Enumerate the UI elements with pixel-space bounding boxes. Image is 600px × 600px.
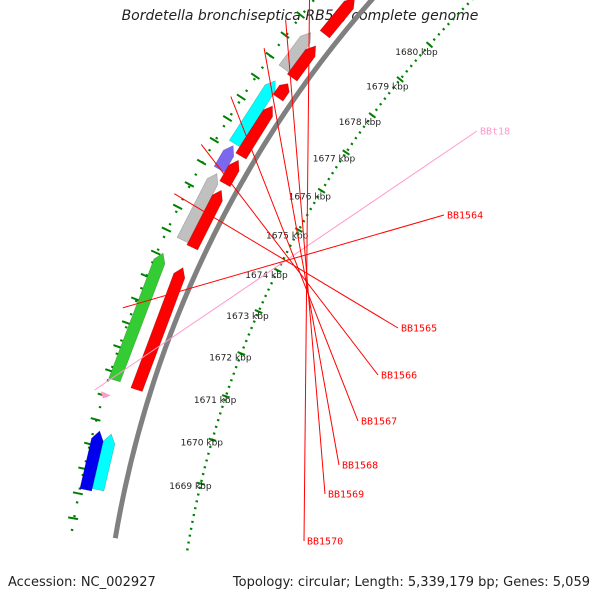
minor-tick-mark	[295, 11, 306, 19]
minor-tick-mark	[72, 491, 83, 496]
gene-label-line	[303, 0, 310, 542]
kbp-tick-mark	[254, 309, 263, 315]
gene-feature	[272, 83, 290, 102]
kbp-tick-mark	[273, 267, 282, 274]
gene-feature	[79, 430, 104, 492]
gene-feature	[130, 267, 186, 392]
minor-tick-mark	[250, 72, 260, 80]
genome-backbone	[112, 0, 375, 539]
gene-label: BB1565	[401, 324, 437, 335]
gene-feature	[213, 145, 235, 173]
gene-feature	[186, 189, 223, 251]
gene-label-line	[122, 214, 445, 309]
gene-label-line	[200, 144, 379, 376]
minor-tick-mark	[280, 31, 290, 39]
gene-label: BB1568	[342, 461, 378, 472]
gene-feature	[278, 32, 312, 73]
kbp-tick-label: 1675 kbp	[266, 231, 309, 241]
minor-tick-mark	[161, 226, 172, 233]
trna-marker	[100, 391, 111, 399]
kbp-tick-label: 1672 kbp	[209, 354, 252, 364]
inner-dotted-ring	[70, 0, 316, 532]
minor-tick-mark	[236, 93, 246, 101]
minor-tick-mark	[184, 181, 195, 188]
kbp-tick-label: 1677 kbp	[313, 155, 356, 165]
kbp-tick-mark	[317, 187, 326, 194]
kbp-tick-mark	[221, 394, 231, 399]
minor-tick-mark	[90, 417, 101, 422]
minor-tick-mark	[222, 115, 233, 123]
minor-tick-mark	[209, 136, 220, 144]
gene-label: BB1570	[307, 537, 343, 548]
kbp-tick-mark	[208, 437, 217, 442]
gene-label: BB1569	[328, 490, 364, 501]
gene-label-line	[230, 96, 359, 422]
kbp-tick-mark	[425, 41, 434, 49]
gene-label-line	[174, 193, 399, 329]
minor-tick-mark	[196, 158, 207, 166]
gene-label-line	[285, 19, 326, 495]
kbp-tick-label: 1669 kbp	[169, 482, 212, 492]
genome-summary: Topology: circular; Length: 5,339,179 bp…	[232, 575, 590, 590]
kbp-tick-mark	[196, 481, 205, 486]
kbp-tick-mark	[342, 149, 350, 156]
kbp-tick-label: 1670 kbp	[181, 439, 224, 449]
gene-feature	[235, 105, 273, 160]
kbp-tick-label: 1674 kbp	[245, 271, 288, 281]
scale-dotted-circle	[186, 0, 474, 551]
gene-label: BB1567	[361, 417, 397, 428]
gene-label: BB1566	[381, 371, 417, 382]
kbp-tick-label: 1676 kbp	[289, 193, 332, 203]
minor-tick-mark	[265, 51, 275, 60]
kbp-tick-label: 1679 kbp	[366, 82, 409, 92]
minor-tick-mark	[172, 203, 183, 210]
kbp-tick-label: 1678 kbp	[339, 118, 382, 128]
kbp-tick-label: 1680 kbp	[395, 48, 438, 58]
minor-tick-mark	[67, 516, 79, 521]
gene-label: BB1564	[447, 211, 483, 222]
map-title: Bordetella bronchiseptica RB50, complete…	[121, 8, 479, 24]
accession-text: Accession: NC_002927	[8, 575, 156, 590]
gene-label-line	[263, 48, 340, 466]
gene-feature	[108, 252, 166, 383]
kbp-tick-mark	[368, 112, 377, 119]
minor-tick-mark	[150, 249, 161, 256]
kbp-tick-label: 1673 kbp	[226, 312, 269, 322]
kbp-tick-mark	[237, 351, 246, 356]
gene-label: BBt18	[480, 127, 510, 138]
gene-feature	[219, 159, 240, 188]
kbp-tick-label: 1671 kbp	[194, 396, 237, 406]
gene-feature	[319, 0, 355, 39]
gene-feature	[91, 433, 116, 492]
kbp-tick-mark	[396, 76, 404, 83]
